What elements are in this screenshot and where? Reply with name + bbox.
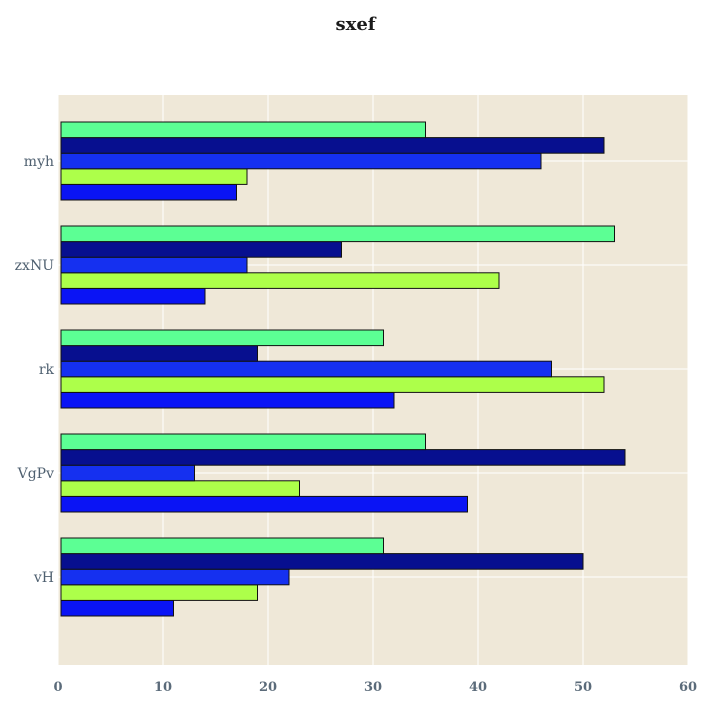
x-tick-label: 0 <box>53 680 62 695</box>
bar-zxNU-series-1 <box>60 287 206 305</box>
x-tick-label: 50 <box>574 680 592 695</box>
bar-vH-series-3 <box>60 568 290 586</box>
bar-VgPv-series-5 <box>60 433 426 451</box>
x-tick-label: 40 <box>469 680 487 695</box>
bar-rk-series-4 <box>60 345 258 362</box>
bar-myh-series-2 <box>60 168 248 185</box>
bar-myh-series-4 <box>60 137 605 154</box>
bar-zxNU-series-5 <box>60 225 615 243</box>
bar-zxNU-series-4 <box>60 241 342 258</box>
x-tick-label: 60 <box>679 680 697 695</box>
bar-myh-series-3 <box>60 152 542 170</box>
bar-rk-series-1 <box>60 391 395 409</box>
y-category-label: VgPv <box>17 466 54 482</box>
bar-zxNU-series-3 <box>60 256 248 274</box>
bar-rk-series-2 <box>60 376 605 393</box>
x-tick-label: 30 <box>364 680 382 695</box>
chart-title: sxef <box>335 14 376 35</box>
bar-vH-series-2 <box>60 584 258 601</box>
x-axis-ticks: 0 10 20 30 40 50 60 <box>53 680 697 695</box>
bar-zxNU-series-2 <box>60 272 500 289</box>
bar-vH-series-5 <box>60 537 384 555</box>
bar-VgPv-series-1 <box>60 495 468 513</box>
y-axis-categories: myh zxNU rk VgPv vH <box>15 154 55 586</box>
bars <box>60 121 626 617</box>
bar-vH-series-1 <box>60 599 174 617</box>
y-category-label: myh <box>24 154 54 170</box>
bar-VgPv-series-2 <box>60 480 300 497</box>
bar-myh-series-5 <box>60 121 426 139</box>
bar-VgPv-series-3 <box>60 464 195 482</box>
x-tick-label: 20 <box>259 680 277 695</box>
bar-rk-series-5 <box>60 329 384 347</box>
y-category-label: vH <box>33 570 54 586</box>
y-category-label: rk <box>39 362 55 378</box>
bar-vH-series-4 <box>60 553 584 570</box>
y-category-label: zxNU <box>15 258 55 274</box>
bar-VgPv-series-4 <box>60 449 626 466</box>
bar-myh-series-1 <box>60 183 237 201</box>
x-tick-label: 10 <box>154 680 172 695</box>
bar-rk-series-3 <box>60 360 552 378</box>
